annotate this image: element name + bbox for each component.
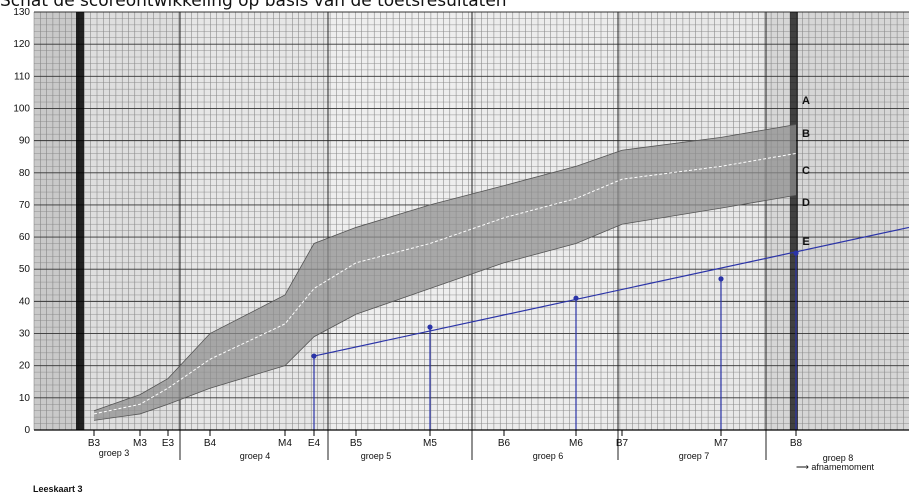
group-label: groep 4 <box>240 451 271 461</box>
y-tick-label: 130 <box>13 7 30 18</box>
range-band <box>94 124 796 421</box>
group-label: groep 8 <box>823 453 854 463</box>
y-tick-label: 50 <box>19 264 31 275</box>
x-tick-label: B6 <box>498 438 511 449</box>
arrow-icon: ⟶ <box>796 462 809 472</box>
vertical-gridlines <box>33 12 904 430</box>
x-tick-label: B4 <box>204 438 217 449</box>
group-label: groep 3 <box>99 448 130 458</box>
x-tick-label: M6 <box>569 438 583 449</box>
x-tick-label: M5 <box>423 438 437 449</box>
x-tick-label: M7 <box>714 438 728 449</box>
score-point <box>718 276 724 282</box>
series-lower <box>93 194 797 421</box>
x-tick-label: E4 <box>308 438 321 449</box>
y-tick-label: 70 <box>19 200 31 211</box>
y-tick-label: 20 <box>19 361 31 372</box>
group-label: groep 6 <box>533 451 564 461</box>
x-tick-label: M4 <box>278 438 292 449</box>
y-tick-label: 0 <box>24 425 30 436</box>
y-tick-label: 10 <box>19 393 31 404</box>
y-tick-label: 30 <box>19 329 31 340</box>
y-tick-label: 40 <box>19 296 31 307</box>
dark-band-right <box>790 12 798 430</box>
trend-line <box>313 226 909 357</box>
x-axis: B3 M3 E3 B4 M4 E4 B5 M5 B6 M6 B7 M7 B8 <box>88 430 803 449</box>
x-axis-label: afnamemoment <box>811 462 874 472</box>
x-tick-label: B5 <box>350 438 363 449</box>
score-point <box>427 324 433 330</box>
band-letter: A <box>802 95 810 107</box>
x-tick-label: M3 <box>133 438 147 449</box>
y-tick-label: 80 <box>19 168 31 179</box>
x-tick-label: B7 <box>616 438 629 449</box>
x-tick-label: B8 <box>790 438 803 449</box>
top-caption: Schat de scoreontwikkeling op basis van … <box>0 0 507 11</box>
series-upper <box>93 124 797 412</box>
pupil-score-marks <box>311 226 909 430</box>
group-label: groep 5 <box>361 451 392 461</box>
band-labels: A B C D E <box>802 95 810 248</box>
background-region <box>80 12 180 430</box>
dark-band-left <box>76 12 84 430</box>
y-tick-label: 90 <box>19 136 31 147</box>
y-tick-label: 60 <box>19 232 31 243</box>
band-letter: C <box>802 165 810 177</box>
chart-footer-title: Leeskaart 3 <box>33 484 83 494</box>
y-tick-label: 110 <box>14 71 30 82</box>
x-tick-label: B3 <box>88 438 101 449</box>
y-tick-label: 100 <box>13 103 30 114</box>
band-letter: B <box>802 128 810 140</box>
y-axis: 0 10 20 30 40 50 60 70 80 90 100 110 120 130 <box>13 7 30 436</box>
x-tick-label: E3 <box>162 438 175 449</box>
band-letter: E <box>802 236 809 248</box>
band-letter: D <box>802 197 810 209</box>
group-labels: groep 3 groep 4 groep 5 groep 6 groep 7 groep… <box>99 448 854 463</box>
series-middle <box>93 152 797 415</box>
background-region <box>34 12 80 430</box>
x-axis-caption: ⟶ afnamemoment <box>796 462 874 473</box>
y-tick-label: 120 <box>13 39 30 50</box>
background-region <box>766 12 909 430</box>
group-label: groep 7 <box>679 451 710 461</box>
